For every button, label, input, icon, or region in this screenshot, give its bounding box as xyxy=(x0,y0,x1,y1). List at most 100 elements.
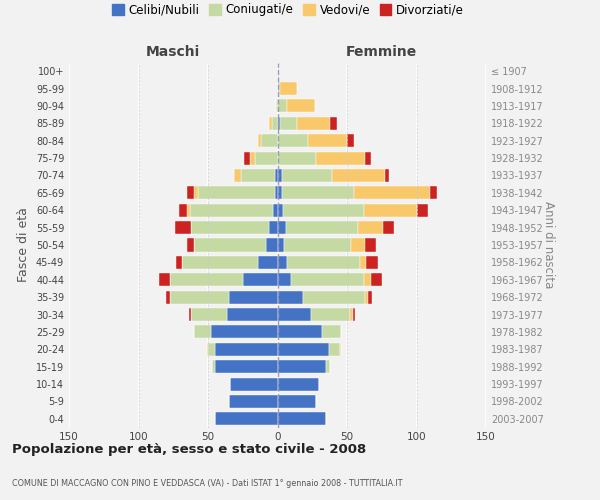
Text: Popolazione per età, sesso e stato civile - 2008: Popolazione per età, sesso e stato civil… xyxy=(12,442,366,456)
Bar xyxy=(208,343,215,356)
Bar xyxy=(269,117,272,130)
Bar xyxy=(277,169,281,182)
Bar xyxy=(329,343,340,356)
Bar xyxy=(364,273,371,286)
Bar xyxy=(277,343,329,356)
Bar xyxy=(258,134,261,147)
Bar xyxy=(212,360,215,373)
Bar xyxy=(383,221,394,234)
Bar xyxy=(368,290,372,304)
Bar xyxy=(302,290,365,304)
Bar xyxy=(340,343,341,356)
Bar xyxy=(227,308,277,321)
Bar xyxy=(283,204,364,217)
Bar xyxy=(261,134,277,147)
Bar xyxy=(286,221,358,234)
Bar xyxy=(277,186,281,200)
Bar xyxy=(277,256,287,269)
Bar xyxy=(277,117,280,130)
Bar xyxy=(359,256,367,269)
Bar xyxy=(215,343,277,356)
Bar xyxy=(347,134,354,147)
Bar xyxy=(284,238,351,252)
Bar xyxy=(277,360,326,373)
Bar xyxy=(332,169,385,182)
Bar xyxy=(229,290,277,304)
Legend: Celibi/Nubili, Coniugati/e, Vedovi/e, Divorziati/e: Celibi/Nubili, Coniugati/e, Vedovi/e, Di… xyxy=(110,1,466,18)
Bar xyxy=(277,238,284,252)
Bar xyxy=(287,100,315,112)
Bar xyxy=(365,290,368,304)
Bar xyxy=(308,134,347,147)
Bar xyxy=(244,152,250,164)
Bar xyxy=(179,204,187,217)
Bar xyxy=(276,100,277,112)
Bar xyxy=(322,326,341,338)
Bar xyxy=(206,343,208,356)
Bar xyxy=(351,238,365,252)
Bar xyxy=(281,169,332,182)
Bar xyxy=(385,169,389,182)
Bar xyxy=(277,152,316,164)
Bar xyxy=(364,204,416,217)
Bar xyxy=(266,238,277,252)
Bar xyxy=(241,169,275,182)
Bar xyxy=(275,186,277,200)
Bar xyxy=(191,308,227,321)
Bar xyxy=(292,273,364,286)
Bar xyxy=(215,360,277,373)
Bar xyxy=(190,204,274,217)
Bar xyxy=(255,152,277,164)
Bar xyxy=(230,378,277,390)
Bar xyxy=(198,186,275,200)
Bar xyxy=(354,186,430,200)
Y-axis label: Fasce di età: Fasce di età xyxy=(17,208,30,282)
Text: Femmine: Femmine xyxy=(346,45,418,59)
Bar xyxy=(277,64,279,78)
Bar xyxy=(229,395,277,408)
Bar xyxy=(188,308,191,321)
Bar xyxy=(187,186,194,200)
Bar xyxy=(175,221,191,234)
Bar xyxy=(243,273,277,286)
Bar xyxy=(350,308,353,321)
Bar xyxy=(277,82,280,95)
Bar xyxy=(277,100,287,112)
Bar xyxy=(277,308,311,321)
Bar xyxy=(275,169,277,182)
Bar xyxy=(187,238,194,252)
Bar xyxy=(194,326,211,338)
Bar xyxy=(367,256,377,269)
Bar xyxy=(277,412,326,426)
Bar xyxy=(277,221,286,234)
Bar xyxy=(160,273,170,286)
Bar xyxy=(277,395,316,408)
Bar xyxy=(258,256,277,269)
Bar xyxy=(277,134,308,147)
Bar xyxy=(274,204,277,217)
Text: COMUNE DI MACCAGNO CON PINO E VEDDASCA (VA) - Dati ISTAT 1° gennaio 2008 - TUTTI: COMUNE DI MACCAGNO CON PINO E VEDDASCA (… xyxy=(12,479,403,488)
Bar xyxy=(277,204,283,217)
Bar xyxy=(272,117,277,130)
Y-axis label: Anni di nascita: Anni di nascita xyxy=(542,202,555,288)
Bar xyxy=(430,186,437,200)
Bar xyxy=(316,152,365,164)
Bar xyxy=(194,238,266,252)
Bar xyxy=(182,256,258,269)
Bar xyxy=(287,256,359,269)
Bar xyxy=(211,326,277,338)
Bar xyxy=(297,117,331,130)
Bar xyxy=(215,412,277,426)
Bar xyxy=(170,290,229,304)
Bar xyxy=(176,256,182,269)
Bar xyxy=(277,290,302,304)
Bar xyxy=(311,308,350,321)
Bar xyxy=(194,186,198,200)
Bar xyxy=(166,290,170,304)
Bar xyxy=(358,221,383,234)
Bar xyxy=(353,308,355,321)
Bar xyxy=(277,378,319,390)
Bar xyxy=(277,273,292,286)
Bar xyxy=(250,152,255,164)
Bar xyxy=(187,204,190,217)
